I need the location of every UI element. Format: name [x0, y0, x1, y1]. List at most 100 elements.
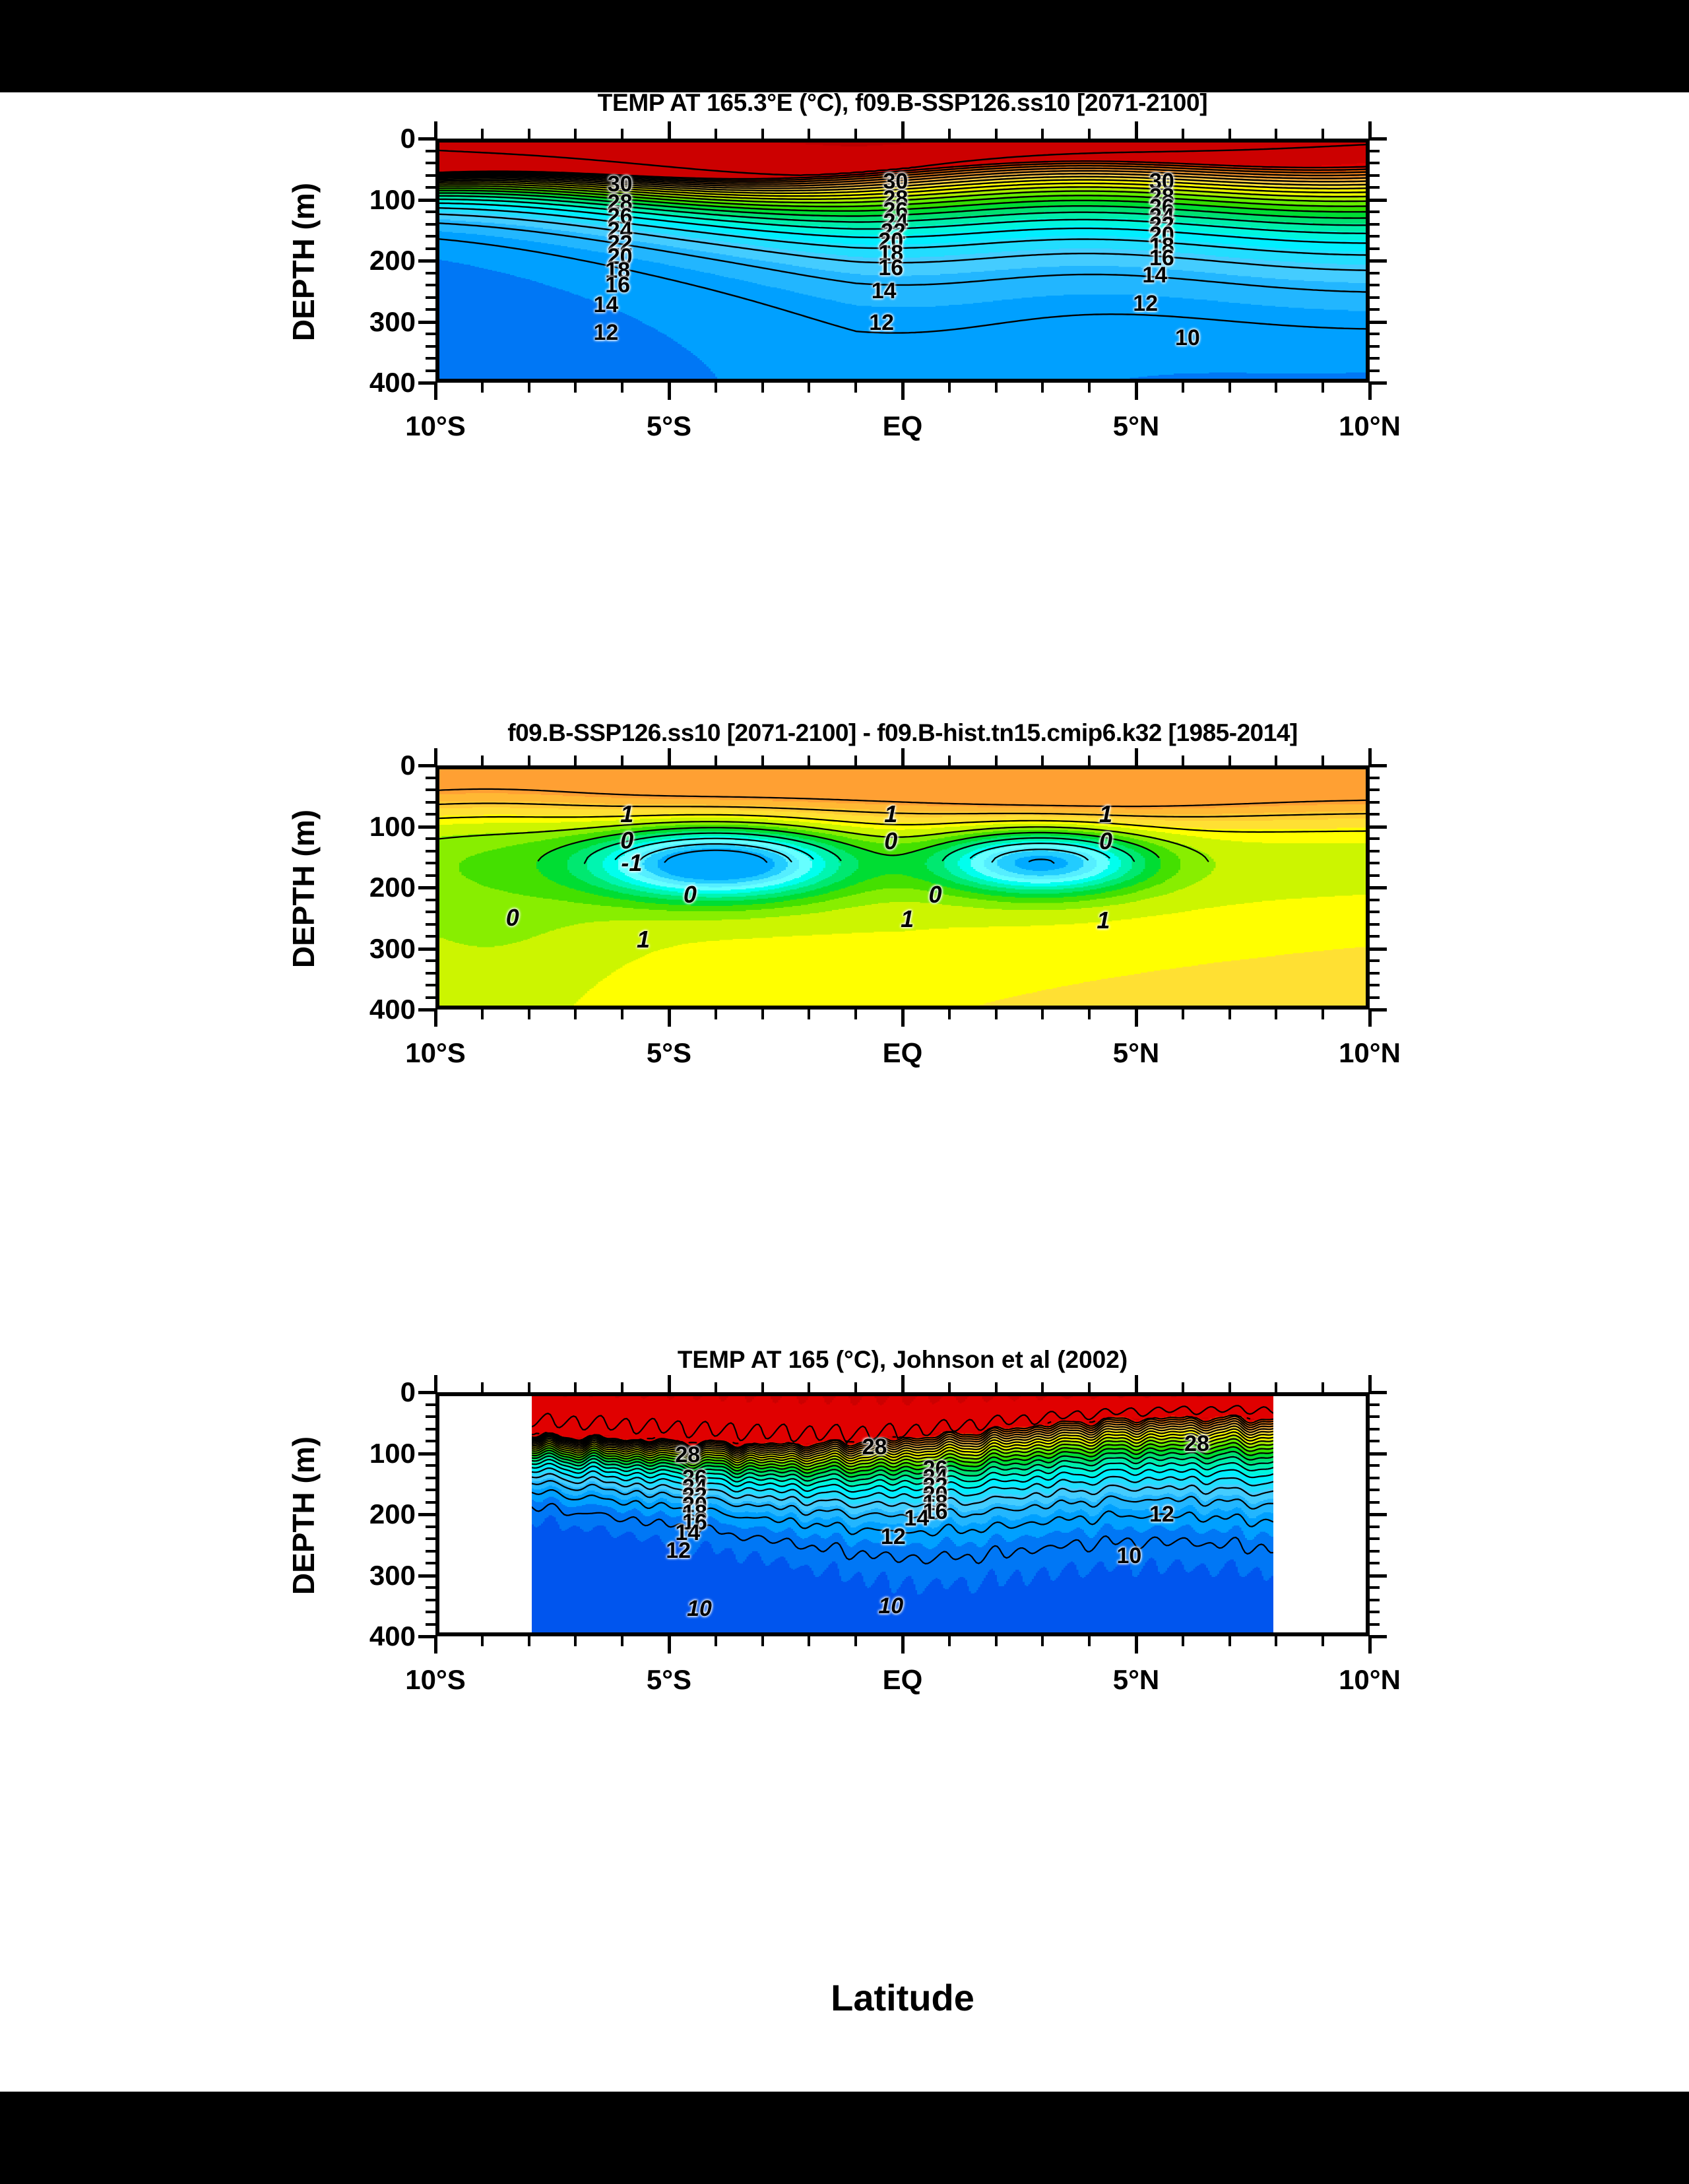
- y-tick-minor: [426, 837, 435, 840]
- y-tick-minor-right: [1370, 1562, 1380, 1564]
- y-tick-minor: [426, 247, 435, 250]
- y-tick-minor-right: [1370, 369, 1380, 372]
- contour-label: 28: [608, 191, 633, 214]
- y-tick-minor-right: [1370, 862, 1380, 864]
- y-tick-major-right: [1370, 764, 1387, 767]
- y-tick-minor-right: [1370, 1476, 1380, 1479]
- x-tick-major-top: [901, 748, 905, 765]
- x-tick-minor-bot: [1041, 1636, 1044, 1646]
- x-tick-minor-top: [854, 1382, 858, 1392]
- y-tick-minor-right: [1370, 357, 1380, 360]
- x-tick-minor-top: [947, 1382, 951, 1392]
- y-tick-major: [418, 1452, 435, 1456]
- y-tick-major: [418, 886, 435, 889]
- y-tick-minor: [426, 296, 435, 299]
- x-tick-minor-bot: [947, 1636, 951, 1646]
- panel-bottom-data-region: [532, 1396, 1273, 1632]
- x-tick-major-bot: [901, 1636, 905, 1654]
- y-tick-minor-right: [1370, 788, 1380, 791]
- contour-label: 12: [1133, 292, 1158, 315]
- y-tick-label: 100: [317, 184, 416, 216]
- x-tick-minor-bot: [1088, 1636, 1091, 1646]
- y-tick-minor: [426, 788, 435, 791]
- x-tick-minor-top: [854, 755, 858, 765]
- y-tick-minor-right: [1370, 308, 1380, 311]
- y-tick-minor: [426, 186, 435, 189]
- y-tick-minor: [426, 922, 435, 926]
- y-tick-major: [418, 764, 435, 767]
- x-tick-minor-bot: [1181, 1636, 1184, 1646]
- y-tick-minor: [426, 344, 435, 348]
- contour-label: 14: [593, 294, 618, 316]
- contour-label: 22: [682, 1485, 707, 1507]
- x-tick-minor-top: [1322, 129, 1325, 139]
- panel-top-title: TEMP AT 165.3°E (°C), f09.B-SSP126.ss10 …: [435, 89, 1370, 117]
- plot-area-0: [435, 139, 1370, 383]
- y-tick-label: 0: [317, 1376, 416, 1408]
- y-tick-label: 300: [317, 1560, 416, 1591]
- y-tick-minor: [426, 149, 435, 152]
- y-tick-major-right: [1370, 1635, 1387, 1638]
- x-tick-minor-bot: [574, 383, 577, 393]
- contour-label: 1: [901, 907, 914, 931]
- x-tick-minor-top: [621, 129, 624, 139]
- x-tick-minor-bot: [994, 383, 998, 393]
- y-tick-major-right: [1370, 1513, 1387, 1516]
- x-tick-label: 10°S: [363, 410, 508, 442]
- x-tick-label: EQ: [830, 1037, 975, 1069]
- contour-label: 12: [593, 321, 618, 344]
- x-tick-minor-bot: [574, 1636, 577, 1646]
- contour-label: 26: [1149, 196, 1174, 218]
- contour-label: 18: [682, 1502, 707, 1524]
- y-tick-major: [418, 1513, 435, 1516]
- y-tick-label: 300: [317, 306, 416, 338]
- y-tick-minor: [426, 813, 435, 816]
- y-tick-minor: [426, 874, 435, 877]
- contour-label: 20: [608, 245, 633, 268]
- y-tick-minor: [426, 935, 435, 938]
- y-tick-major-right: [1370, 886, 1387, 889]
- contour-label: 24: [883, 210, 908, 233]
- contour-label: 10: [878, 1595, 903, 1617]
- y-tick-major-right: [1370, 1391, 1387, 1394]
- contour-label: 16: [605, 274, 630, 296]
- x-tick-minor-top: [1041, 1382, 1044, 1392]
- x-tick-minor-bot: [854, 1010, 858, 1019]
- contour-label: 0: [506, 906, 519, 930]
- x-tick-minor-bot: [1181, 383, 1184, 393]
- y-tick-minor-right: [1370, 935, 1380, 938]
- y-tick-minor-right: [1370, 971, 1380, 975]
- y-tick-minor: [426, 1562, 435, 1564]
- x-tick-major-top: [901, 121, 905, 139]
- y-tick-minor: [426, 911, 435, 913]
- x-tick-minor-top: [1041, 755, 1044, 765]
- y-tick-minor-right: [1370, 1537, 1380, 1540]
- panel-middle: f09.B-SSP126.ss10 [2071-2100] - f09.B-hi…: [0, 92, 1689, 746]
- figure-sheet: TEMP AT 165.3°E (°C), f09.B-SSP126.ss10 …: [0, 89, 1689, 2092]
- contour-label: 10: [687, 1597, 712, 1620]
- y-tick-minor: [426, 210, 435, 213]
- x-tick-minor-bot: [480, 383, 484, 393]
- x-tick-major-top: [434, 1375, 437, 1392]
- x-tick-minor-top: [1228, 755, 1231, 765]
- y-tick-minor-right: [1370, 922, 1380, 926]
- y-tick-minor: [426, 1415, 435, 1418]
- y-tick-minor: [426, 1403, 435, 1406]
- x-tick-minor-bot: [574, 1010, 577, 1019]
- y-tick-minor-right: [1370, 186, 1380, 189]
- y-tick-minor: [426, 1464, 435, 1467]
- y-tick-major: [418, 137, 435, 141]
- y-axis-title: DEPTH (m): [286, 803, 321, 975]
- x-tick-minor-bot: [854, 383, 858, 393]
- x-tick-label: 5°N: [1064, 1037, 1209, 1069]
- y-tick-minor: [426, 984, 435, 986]
- y-tick-minor-right: [1370, 996, 1380, 999]
- y-tick-minor-right: [1370, 149, 1380, 152]
- x-tick-label: 10°S: [363, 1664, 508, 1696]
- x-tick-minor-top: [994, 1382, 998, 1392]
- x-tick-minor-bot: [1088, 383, 1091, 393]
- x-tick-minor-top: [761, 129, 764, 139]
- y-tick-minor-right: [1370, 210, 1380, 213]
- x-tick-minor-bot: [808, 383, 811, 393]
- y-tick-label: 200: [317, 245, 416, 276]
